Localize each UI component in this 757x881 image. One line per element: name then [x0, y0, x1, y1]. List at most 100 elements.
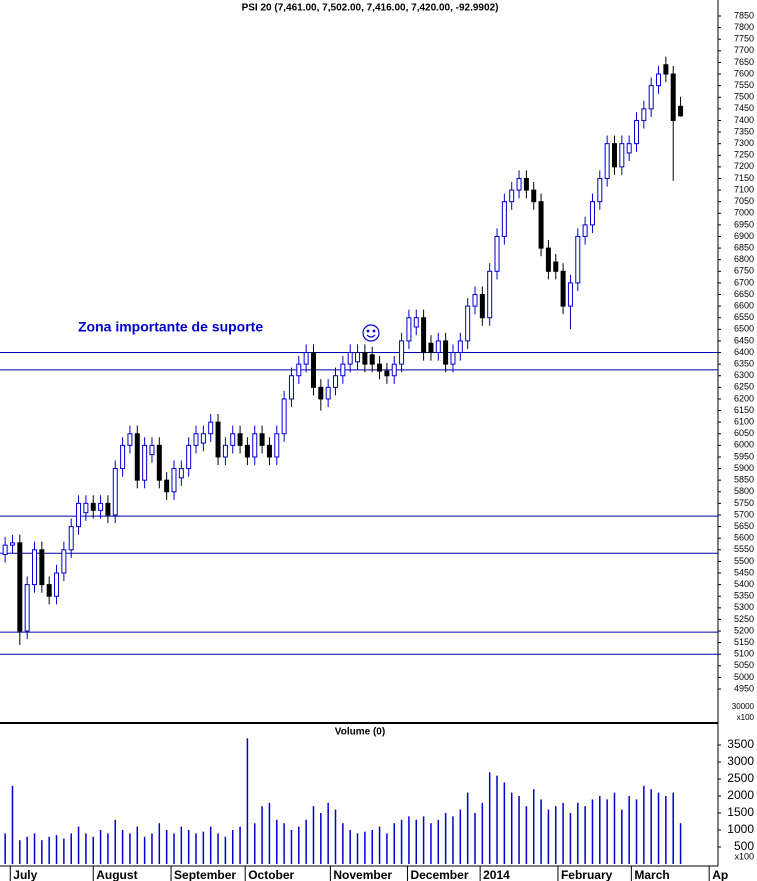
candle-body	[266, 444, 272, 458]
candle-body	[428, 342, 434, 354]
candle-body	[54, 572, 60, 597]
y-tick-label: 6600	[734, 300, 754, 310]
candle-body	[501, 201, 507, 237]
candle-body	[575, 235, 581, 284]
candle-body	[567, 282, 573, 307]
candle-body	[105, 502, 111, 516]
y-tick-label: 7200	[734, 161, 754, 171]
y-tick-label: 7150	[734, 173, 754, 183]
volume-y-tick-label: 2000	[727, 788, 754, 802]
candle-body	[230, 433, 236, 446]
candle-body	[523, 177, 529, 191]
candle-body	[384, 370, 390, 377]
candle-body	[538, 201, 544, 249]
volume-unit-label: x100	[734, 851, 754, 861]
candle-body	[619, 143, 625, 168]
candle-body	[288, 375, 294, 400]
y-tick-label: 7100	[734, 184, 754, 194]
candle-body	[193, 433, 199, 446]
candle-body	[582, 224, 588, 237]
y-tick-label: 5800	[734, 486, 754, 496]
candle-body	[46, 584, 52, 597]
y-tick-label: 7600	[734, 68, 754, 78]
candle-body	[634, 119, 640, 145]
y-tick-label: 5200	[734, 625, 754, 635]
candle-body	[61, 549, 67, 574]
volume-y-tick-label: 1500	[727, 805, 754, 819]
y-tick-label: 6400	[734, 347, 754, 357]
y-tick-label: 5150	[734, 637, 754, 647]
y-tick-label: 5600	[734, 533, 754, 543]
y-tick-label: 7450	[734, 103, 754, 113]
y-tick-label: 5850	[734, 475, 754, 485]
candle-body	[421, 317, 427, 354]
candle-body	[39, 549, 45, 586]
candle-body	[178, 468, 184, 479]
candle-body	[252, 433, 258, 458]
candle-body	[641, 108, 647, 121]
candle-body	[303, 352, 309, 365]
candle-body	[553, 261, 559, 272]
y-tick-label: 7500	[734, 92, 754, 102]
candle-body	[487, 270, 493, 319]
y-tick-label: 7300	[734, 138, 754, 148]
x-tick-label: February	[561, 868, 613, 881]
candle-body	[355, 352, 361, 363]
y-tick-label: 7400	[734, 115, 754, 125]
candle-body	[2, 544, 8, 555]
x-tick-label: July	[13, 868, 37, 881]
x-tick-label: November	[333, 868, 392, 881]
y-tick-label: 5250	[734, 614, 754, 624]
y-tick-label: 5350	[734, 591, 754, 601]
volume-y-tick-label: 3500	[727, 737, 754, 751]
candle-body	[296, 363, 302, 377]
candle-body	[259, 433, 265, 446]
y-tick-label: 5400	[734, 579, 754, 589]
candle-body	[120, 444, 126, 470]
candle-body	[604, 143, 610, 179]
candle-body	[164, 479, 170, 493]
candle-body	[222, 444, 228, 458]
y-tick-label: 6850	[734, 242, 754, 252]
smiley-icon	[362, 324, 380, 342]
y-tick-label: 5550	[734, 544, 754, 554]
candle-body	[656, 73, 662, 87]
candle-body	[244, 444, 250, 458]
y-tick-label: 5100	[734, 649, 754, 659]
candle-body	[325, 386, 331, 400]
candle-body	[413, 317, 419, 328]
y-tick-label: 6750	[734, 266, 754, 276]
candle-body	[589, 201, 595, 226]
candle-body	[17, 542, 23, 632]
candle-body	[98, 502, 104, 511]
candle-body	[391, 363, 397, 377]
y-tick-label: 7350	[734, 126, 754, 136]
candle-body	[281, 398, 287, 435]
candle-body	[186, 444, 192, 470]
candle-body	[215, 421, 221, 458]
candle-body	[479, 294, 485, 319]
y-tick-label: 6250	[734, 382, 754, 392]
y-tick-label: 7750	[734, 34, 754, 44]
y-tick-label: 7550	[734, 80, 754, 90]
candle-body	[472, 294, 478, 307]
x-tick-label: Ap	[712, 868, 728, 881]
candle-body	[494, 235, 500, 272]
candle-body	[127, 433, 133, 446]
candle-body	[516, 177, 522, 191]
y-tick-label: 6300	[734, 370, 754, 380]
candle-body	[435, 340, 441, 354]
candle-body	[200, 433, 206, 444]
candle-body	[443, 340, 449, 365]
axis-extra-label: x100	[737, 713, 755, 722]
axis-extra-label: 30000	[732, 702, 755, 711]
candle-body	[399, 340, 405, 365]
y-tick-label: 7700	[734, 45, 754, 55]
candle-body	[274, 433, 280, 458]
candle-body	[648, 85, 654, 110]
y-tick-label: 5950	[734, 451, 754, 461]
candle-body	[333, 375, 339, 388]
candle-body	[83, 502, 89, 514]
y-tick-label: 6700	[734, 277, 754, 287]
candle-body	[149, 444, 155, 456]
